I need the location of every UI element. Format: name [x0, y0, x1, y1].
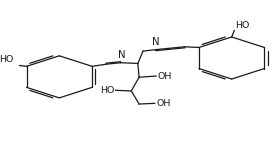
Text: HO: HO: [235, 21, 250, 30]
Text: HO: HO: [0, 55, 13, 64]
Text: OH: OH: [156, 99, 171, 108]
Text: HO: HO: [100, 86, 114, 95]
Text: N: N: [152, 37, 160, 47]
Text: OH: OH: [157, 71, 172, 81]
Text: N: N: [118, 50, 125, 60]
